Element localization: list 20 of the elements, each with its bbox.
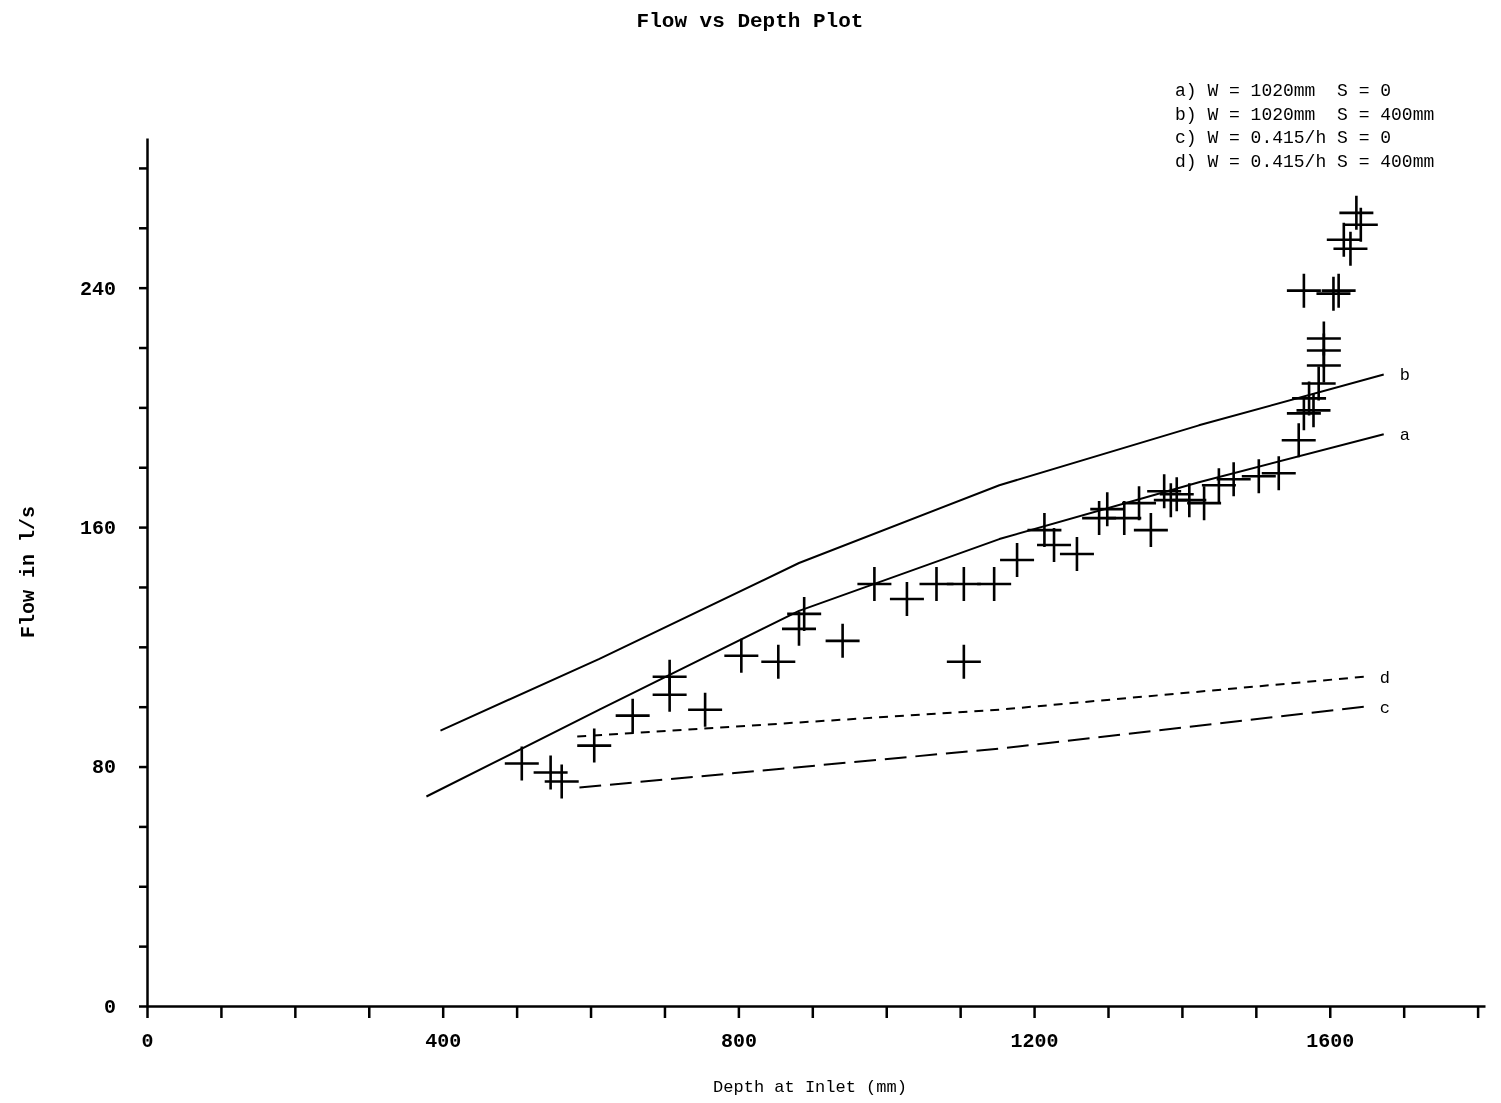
x-tick-label: 0 <box>141 1030 154 1053</box>
annotation: c) W = 0.415/h S = 0 <box>1175 128 1392 148</box>
x-tick-label: 1600 <box>1306 1030 1355 1053</box>
annotation: d) W = 0.415/h S = 400mm <box>1175 151 1435 172</box>
y-tick-label: 80 <box>91 756 116 780</box>
series-label: d <box>1379 668 1390 688</box>
series-label: a <box>1399 426 1410 446</box>
y-tick-label: 160 <box>79 517 116 540</box>
chart-title: Flow vs Depth Plot <box>636 10 864 33</box>
text: b) W = 1020mm S = 400mm <box>1175 104 1435 125</box>
series-label: b <box>1399 366 1410 386</box>
series-label: c <box>1379 698 1390 718</box>
text: a) W = 1020mm S = 0 <box>1175 81 1392 101</box>
x-tick-label: 400 <box>425 1030 462 1053</box>
y-tick-label: 240 <box>79 277 116 301</box>
x-tick-label: 1200 <box>1010 1030 1059 1053</box>
x-axis-title: Depth at Inlet (mm) <box>713 1078 907 1097</box>
y-axis-title: Flow in l/s <box>17 505 40 639</box>
x-tick-label: 800 <box>720 1030 757 1053</box>
y-tick-label: 0 <box>103 995 116 1019</box>
